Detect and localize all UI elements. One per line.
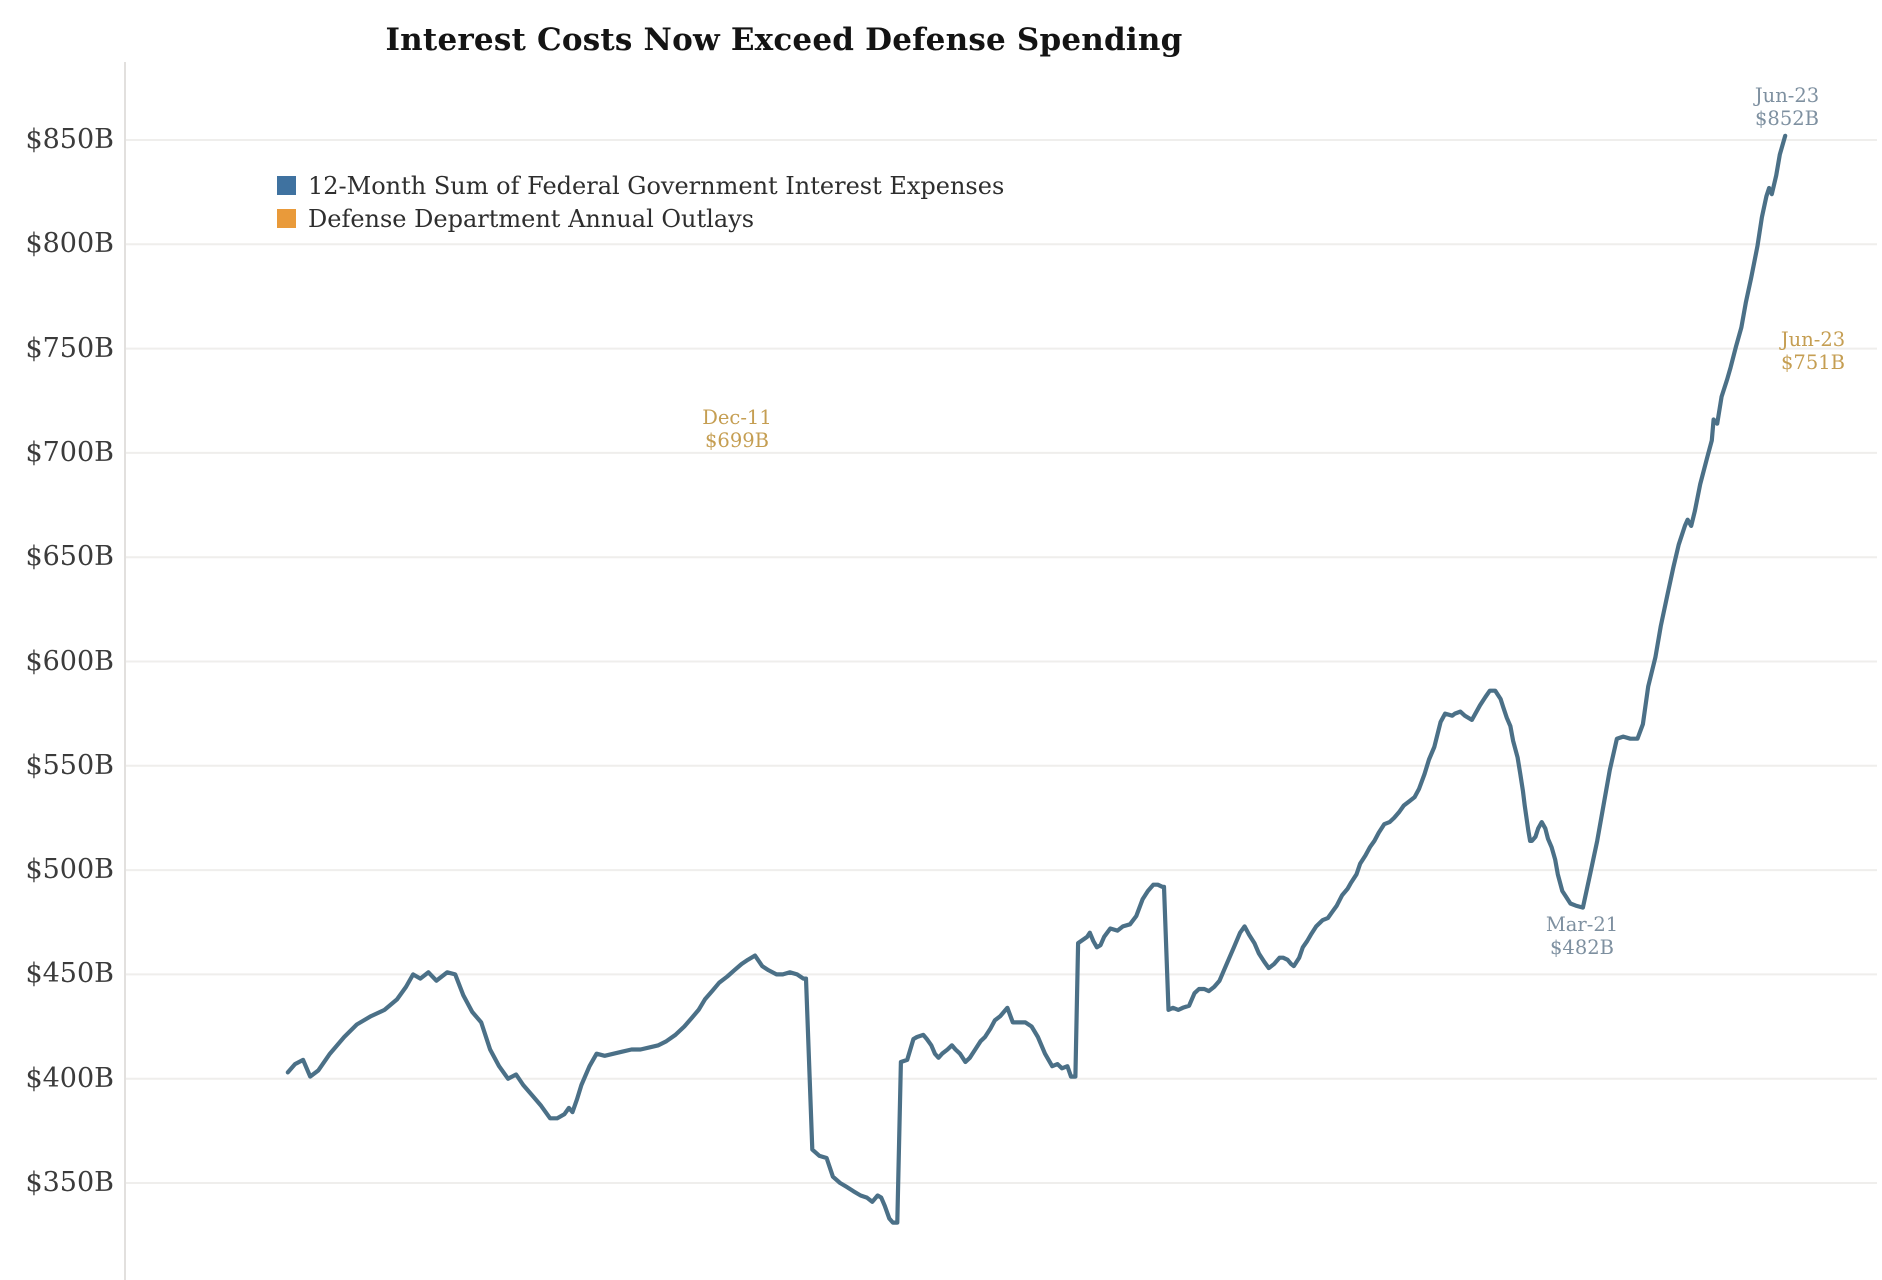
y-tick-label: $550B <box>25 749 114 781</box>
annotation-value: $482B <box>1550 936 1614 959</box>
y-tick-label: $500B <box>25 854 114 886</box>
annotation-value: $699B <box>705 429 769 452</box>
annotation-defense-peak: Dec-11 $699B <box>657 406 817 452</box>
legend-item-interest: 12-Month Sum of Federal Government Inter… <box>277 169 1004 202</box>
legend-item-defense: Defense Department Annual Outlays <box>277 202 1004 235</box>
y-tick-label: $400B <box>25 1062 114 1094</box>
annotation-date: Jun-23 <box>1780 328 1846 351</box>
annotation-interest-peak: Jun-23 $852B <box>1707 84 1867 130</box>
annotation-defense-latest: Jun-23 $751B <box>1733 328 1882 374</box>
interest-expenses-line <box>285 133 1788 1225</box>
legend-label-interest: 12-Month Sum of Federal Government Inter… <box>308 171 1005 200</box>
y-tick-label: $600B <box>25 645 114 677</box>
legend-label-defense: Defense Department Annual Outlays <box>308 204 755 233</box>
annotation-date: Jun-23 <box>1754 84 1820 107</box>
y-tick-label: $850B <box>25 124 114 155</box>
legend: 12-Month Sum of Federal Government Inter… <box>277 169 1004 235</box>
annotation-date: Dec-11 <box>702 406 772 429</box>
annotation-value: $852B <box>1755 107 1819 130</box>
legend-swatch-defense-icon <box>277 209 296 228</box>
annotation-date: Mar-21 <box>1545 913 1619 936</box>
chart-title: Interest Costs Now Exceed Defense Spendi… <box>385 22 1183 58</box>
y-tick-label: $750B <box>25 332 114 364</box>
y-tick-label: $800B <box>25 228 114 260</box>
y-tick-label: $450B <box>25 958 114 990</box>
annotation-interest-trough: Mar-21 $482B <box>1502 913 1662 959</box>
annotation-value: $751B <box>1781 351 1845 374</box>
y-tick-label: $700B <box>25 436 114 468</box>
y-tick-label: $650B <box>25 541 114 573</box>
legend-swatch-interest-icon <box>277 176 296 195</box>
y-tick-label: $350B <box>25 1167 114 1198</box>
